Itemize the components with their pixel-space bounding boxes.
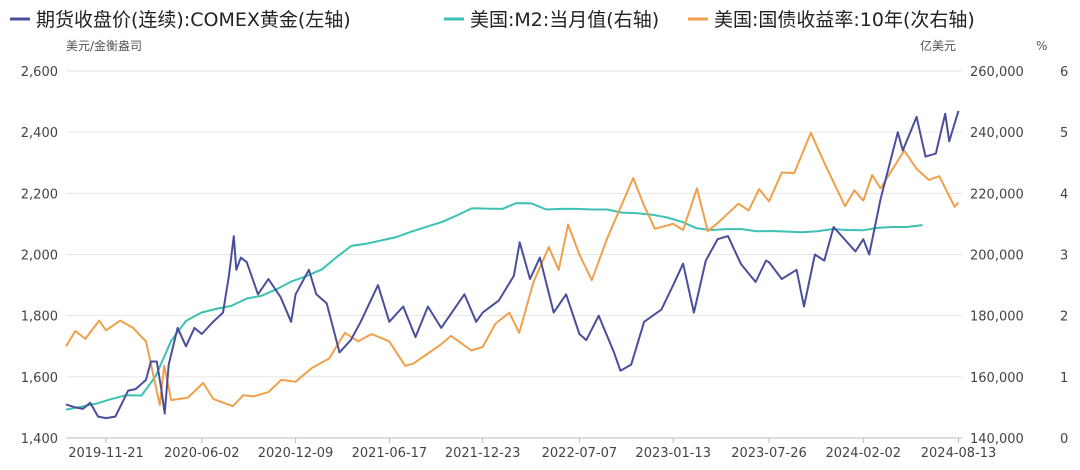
x-tick-label: 2020-12-09: [258, 446, 334, 461]
x-tick-label: 2021-06-17: [352, 446, 428, 461]
x-tick-label: 2024-02-02: [825, 446, 901, 461]
legend-item-treasury[interactable]: 美国:国债收益率:10年(次右轴): [688, 9, 975, 31]
left-tick-label: 1,600: [21, 371, 58, 386]
x-tick-label: 2022-07-07: [542, 446, 618, 461]
right-tick-label: 140,000: [970, 432, 1024, 447]
secondary-right-axis-ticks: 6 5 4 3 2 1 0: [1060, 65, 1068, 447]
grid-lines: [66, 70, 962, 378]
left-tick-label: 1,400: [21, 432, 58, 447]
series-line-m2: [65, 202, 923, 411]
legend: 期货收盘价(连续):COMEX黄金(左轴) 美国:M2:当月值(右轴) 美国:国…: [10, 9, 975, 31]
series-line-treasury: [65, 131, 960, 408]
left-tick-label: 2,400: [21, 126, 58, 141]
x-tick-label: 2020-06-02: [164, 446, 240, 461]
secondary-right-tick-label: 3: [1060, 249, 1068, 264]
legend-label-gold: 期货收盘价(连续):COMEX黄金(左轴): [36, 9, 351, 31]
secondary-right-tick-label: 5: [1060, 126, 1068, 141]
x-tick-label: 2023-01-13: [635, 446, 711, 461]
secondary-right-tick-label: 6: [1060, 65, 1068, 80]
series-line-gold: [65, 110, 960, 420]
legend-label-m2: 美国:M2:当月值(右轴): [470, 9, 659, 31]
right-axis-unit: 亿美元: [920, 38, 956, 53]
legend-item-m2[interactable]: 美国:M2:当月值(右轴): [444, 9, 659, 31]
secondary-right-tick-label: 1: [1060, 371, 1068, 386]
right-tick-label: 260,000: [970, 65, 1024, 80]
left-tick-label: 2,200: [21, 187, 58, 202]
x-tick-label: 2023-07-26: [731, 446, 807, 461]
right-tick-label: 240,000: [970, 126, 1024, 141]
x-tick-label: 2024-08-13: [921, 446, 997, 461]
left-axis-unit: 美元/金衡盎司: [66, 38, 142, 53]
x-tick-label: 2021-12-23: [445, 446, 521, 461]
right-axis-ticks: 260,000 240,000 220,000 200,000 180,000 160,0…: [970, 65, 1024, 447]
secondary-right-tick-label: 0: [1060, 432, 1068, 447]
x-tick-label: 2019-11-21: [68, 446, 144, 461]
secondary-right-tick-label: 4: [1060, 187, 1068, 202]
series-layer: [65, 110, 960, 420]
right-tick-label: 220,000: [970, 187, 1024, 202]
legend-label-treasury: 美国:国债收益率:10年(次右轴): [714, 9, 975, 31]
right-tick-label: 160,000: [970, 371, 1024, 386]
secondary-right-axis-unit: %: [1036, 39, 1047, 53]
legend-item-gold[interactable]: 期货收盘价(连续):COMEX黄金(左轴): [10, 9, 351, 31]
left-tick-label: 1,800: [21, 310, 58, 325]
left-axis-ticks: 2,600 2,400 2,200 2,000 1,800 1,600 1,400: [21, 65, 58, 447]
secondary-right-tick-label: 2: [1060, 310, 1068, 325]
right-tick-label: 180,000: [970, 310, 1024, 325]
left-tick-label: 2,000: [21, 249, 58, 264]
right-tick-label: 200,000: [970, 249, 1024, 264]
left-tick-label: 2,600: [21, 65, 58, 80]
x-axis-ticks: 2019-11-21 2020-06-02 2020-12-09 2021-06-17…: [68, 438, 996, 461]
